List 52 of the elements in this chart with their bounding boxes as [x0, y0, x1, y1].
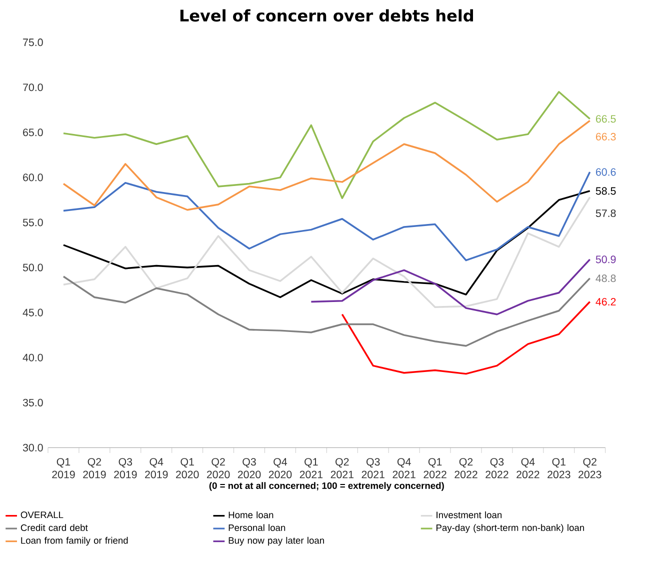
- chart-title: Level of concern over debts held: [180, 9, 473, 22]
- x-tick-label: Q4 2021: [392, 458, 416, 478]
- y-tick-label: 55.0: [22, 218, 43, 226]
- x-tick-label: Q1 2022: [424, 458, 446, 478]
- legend-label: Buy now pay later loan: [228, 536, 324, 546]
- legend-label: Investment loan: [436, 511, 502, 518]
- line-series: [62, 276, 591, 347]
- x-tick-label: Q1 2021: [300, 458, 323, 478]
- line-series: [341, 300, 591, 375]
- y-tick-label: 75.0: [23, 38, 43, 46]
- y-tick-label: 30.0: [22, 444, 43, 452]
- data-label: 66.5: [596, 115, 616, 123]
- data-label: 48.8: [596, 274, 616, 282]
- line-series: [62, 171, 591, 262]
- x-tick-label: Q1 2023: [548, 458, 570, 478]
- legend-label: OVERALL: [20, 512, 64, 518]
- x-tick-label: Q2 2019: [83, 458, 106, 478]
- x-tick-label: Q2 2021: [330, 458, 354, 478]
- line-series: [62, 120, 591, 211]
- data-label: 58.5: [596, 187, 616, 195]
- y-tick-label: 70.0: [23, 84, 43, 92]
- line-series: [62, 91, 591, 200]
- x-tick-label: Q3 2022: [486, 458, 508, 478]
- x-tick-label: Q2 2022: [454, 458, 478, 478]
- x-tick-label: Q4 2019: [145, 458, 168, 478]
- legend-label: Pay-day (short-term non-bank) loan: [436, 524, 584, 533]
- x-tick-label: Q1 2019: [52, 458, 75, 478]
- y-tick-label: 50.0: [22, 264, 43, 272]
- line-series: [310, 258, 591, 316]
- legend-label: Credit card debt: [20, 524, 88, 532]
- y-tick-label: 45.0: [22, 308, 43, 316]
- x-tick-label: Q3 2021: [362, 458, 384, 478]
- x-tick-label: Q4 2022: [516, 458, 540, 478]
- data-label: 66.3: [596, 132, 616, 140]
- legend-label: Loan from family or friend: [21, 536, 128, 546]
- x-tick-label: Q3 2020: [238, 458, 261, 478]
- data-label: 60.6: [596, 168, 616, 176]
- data-label: 46.2: [596, 298, 616, 306]
- x-tick-label: Q2 2020: [206, 458, 230, 478]
- y-tick-label: 40.0: [22, 354, 43, 362]
- legend-label: Personal loan: [228, 524, 286, 532]
- y-tick-label: 60.0: [23, 174, 43, 182]
- data-label: 57.8: [596, 209, 616, 218]
- y-tick-label: 65.0: [23, 128, 43, 136]
- x-tick-label: Q3 2019: [114, 458, 137, 478]
- y-tick-label: 35.0: [22, 398, 43, 406]
- data-label: 50.9: [596, 256, 616, 264]
- x-tick-label: Q4 2020: [268, 458, 292, 478]
- x-tick-label: Q2 2023: [578, 458, 602, 478]
- legend-label: Home loan: [228, 511, 274, 518]
- x-axis-title: (0 = not at all concerned; 100 = extremely concerned): [209, 482, 444, 491]
- x-tick-label: Q1 2020: [176, 458, 199, 478]
